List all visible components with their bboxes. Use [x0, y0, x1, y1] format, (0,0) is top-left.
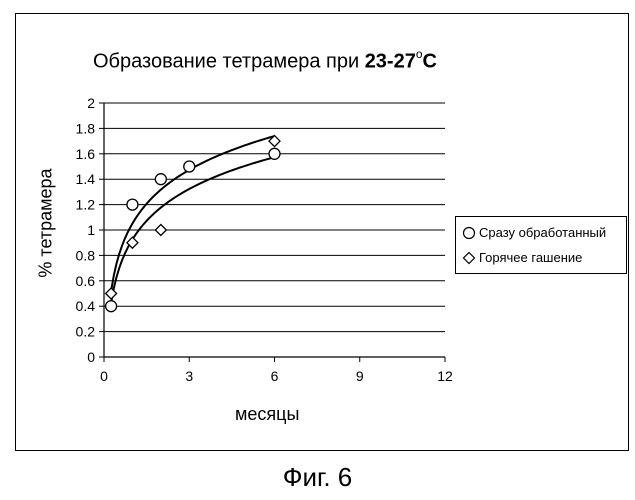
data-point-series-1	[127, 199, 138, 210]
figure-caption: Фиг. 6	[0, 462, 635, 493]
x-tick-label: 12	[437, 368, 453, 384]
x-tick-label: 9	[356, 368, 364, 384]
y-tick-label: 1.8	[76, 120, 96, 136]
circle-marker-icon	[462, 226, 476, 240]
legend-item-series-2: Горячее гашение	[462, 250, 582, 265]
y-tick-label: 0.2	[76, 324, 96, 340]
data-point-series-2	[106, 288, 117, 299]
chart-legend: Сразу обработанный Горячее гашение	[455, 216, 627, 274]
data-point-series-2	[155, 225, 166, 236]
diamond-marker-icon	[462, 251, 476, 265]
y-tick-label: 1.2	[76, 197, 96, 213]
legend-label-series-1: Сразу обработанный	[479, 225, 606, 240]
x-tick-label: 0	[100, 368, 108, 384]
y-tick-label: 0.4	[76, 298, 96, 314]
y-tick-label: 0.6	[76, 273, 96, 289]
data-point-series-1	[269, 148, 280, 159]
legend-item-series-1: Сразу обработанный	[462, 225, 606, 240]
y-tick-label: 1.6	[76, 146, 96, 162]
x-axis-label: месяцы	[235, 404, 299, 425]
y-tick-label: 0	[87, 349, 95, 365]
y-axis-label: % тетрамера	[36, 168, 57, 277]
data-point-series-1	[155, 174, 166, 185]
y-tick-label: 2	[87, 95, 95, 111]
data-point-series-1	[106, 301, 117, 312]
x-tick-label: 6	[271, 368, 279, 384]
y-tick-label: 1	[87, 222, 95, 238]
x-tick-label: 3	[185, 368, 193, 384]
trendline-series-1	[111, 136, 274, 291]
legend-label-series-2: Горячее гашение	[479, 250, 582, 265]
data-point-series-1	[184, 161, 195, 172]
y-tick-label: 0.8	[76, 247, 96, 263]
y-tick-label: 1.4	[76, 171, 96, 187]
